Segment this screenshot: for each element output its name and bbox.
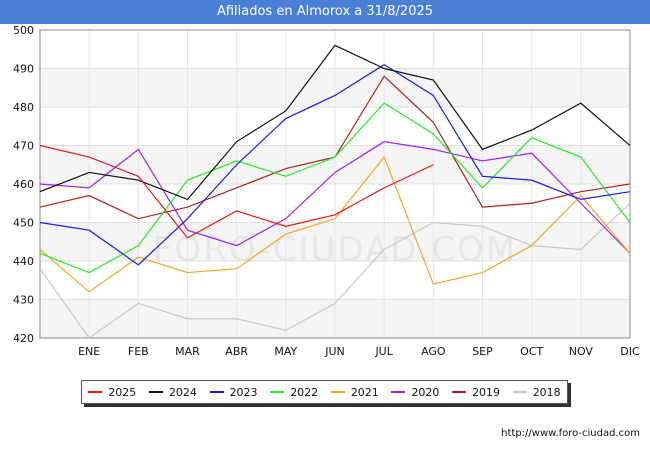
legend-label: 2019 (472, 385, 501, 399)
series-line-2024 (40, 44, 630, 201)
y-tick-label: 490 (13, 63, 34, 76)
x-tick-label: JUL (374, 345, 393, 358)
legend-swatch (209, 391, 224, 393)
watermark: FORO-CIUDAD.COM (153, 230, 517, 270)
legend-label: 2025 (108, 385, 137, 399)
legend-item-2023: 2023 (209, 385, 258, 399)
chart-legend: 2025 2024 2023 2022 2021 2020 2019 2018 (81, 380, 568, 404)
legend-swatch (452, 391, 467, 393)
y-tick-label: 430 (13, 294, 34, 307)
source-url: http://www.foro-ciudad.com (501, 428, 640, 439)
x-tick-label: ABR (225, 345, 248, 358)
y-tick-label: 460 (13, 178, 34, 191)
chart-title: Afiliados en Almorox a 31/8/2025 (0, 0, 650, 24)
legend-item-2018: 2018 (512, 385, 561, 399)
legend-label: 2023 (229, 385, 258, 399)
legend-swatch (88, 391, 103, 393)
legend-item-2022: 2022 (270, 386, 318, 399)
legend-swatch (330, 391, 345, 393)
y-tick-label: 480 (13, 101, 34, 114)
y-tick-label: 500 (13, 24, 34, 37)
series-line-2025 (40, 144, 434, 239)
series-line-2022 (40, 102, 630, 274)
x-tick-label: JUN (324, 345, 345, 358)
y-tick-label: 470 (13, 140, 34, 153)
legend-item-2024: 2024 (148, 385, 197, 399)
series-line-2023 (40, 63, 630, 266)
x-tick-label: AGO (421, 345, 446, 358)
legend-item-2025: 2025 (88, 386, 136, 399)
x-tick-label: OCT (520, 345, 543, 358)
x-tick-label: NOV (569, 345, 594, 358)
legend-label: 2020 (411, 385, 440, 399)
legend-label: 2021 (350, 385, 379, 399)
legend-swatch (270, 391, 285, 393)
x-tick-label: MAY (274, 345, 297, 358)
y-tick-label: 440 (13, 255, 34, 268)
legend-label: 2024 (168, 385, 197, 399)
x-tick-label: SEP (472, 345, 493, 358)
legend-label: 2022 (290, 385, 319, 399)
series-line-2021 (40, 155, 630, 293)
x-tick-label: MAR (175, 345, 200, 358)
legend-item-2020: 2020 (391, 386, 439, 399)
legend-label: 2018 (532, 385, 561, 399)
series-line-2020 (40, 141, 630, 254)
legend-item-2019: 2019 (452, 386, 500, 399)
y-tick-label: 450 (13, 217, 34, 230)
legend-item-2021: 2021 (330, 385, 379, 399)
y-tick-label: 420 (13, 332, 34, 345)
x-tick-label: DIC (620, 345, 640, 358)
x-tick-label: ENE (78, 345, 100, 358)
legend-swatch (391, 391, 406, 393)
legend-swatch (512, 391, 527, 393)
x-tick-label: FEB (128, 345, 149, 358)
legend-swatch (148, 391, 163, 393)
